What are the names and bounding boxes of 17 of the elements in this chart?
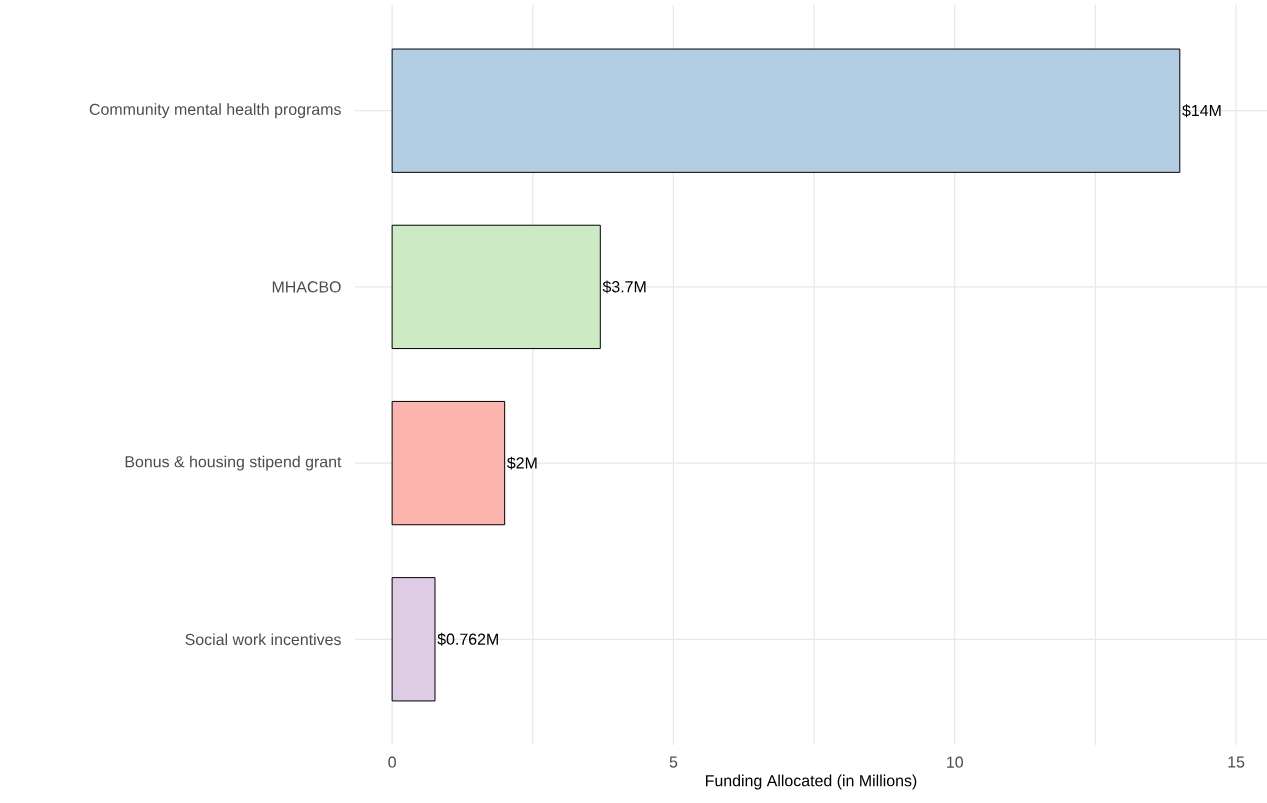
data-label: $2M bbox=[507, 456, 537, 470]
x-axis-title: Funding Allocated (in Millions) bbox=[706, 774, 917, 790]
data-label: $3.7M bbox=[602, 280, 646, 294]
bar bbox=[391, 577, 436, 702]
x-tick-label: 10 bbox=[947, 756, 963, 768]
bar bbox=[391, 48, 1181, 173]
y-tick-label: Social work incentives bbox=[185, 633, 341, 646]
x-tick-label: 5 bbox=[669, 756, 678, 768]
y-tick-label: Bonus & housing stipend grant bbox=[125, 455, 342, 471]
y-tick-label: Community mental health programs bbox=[89, 103, 341, 119]
bar bbox=[391, 224, 601, 350]
x-tick-label: 0 bbox=[388, 756, 396, 768]
data-label: $0.762M bbox=[437, 632, 498, 646]
bar bbox=[391, 400, 506, 526]
y-tick-label: MHACBO bbox=[272, 281, 341, 293]
data-label: $14M bbox=[1182, 104, 1221, 118]
x-tick-label: 15 bbox=[1228, 756, 1245, 768]
